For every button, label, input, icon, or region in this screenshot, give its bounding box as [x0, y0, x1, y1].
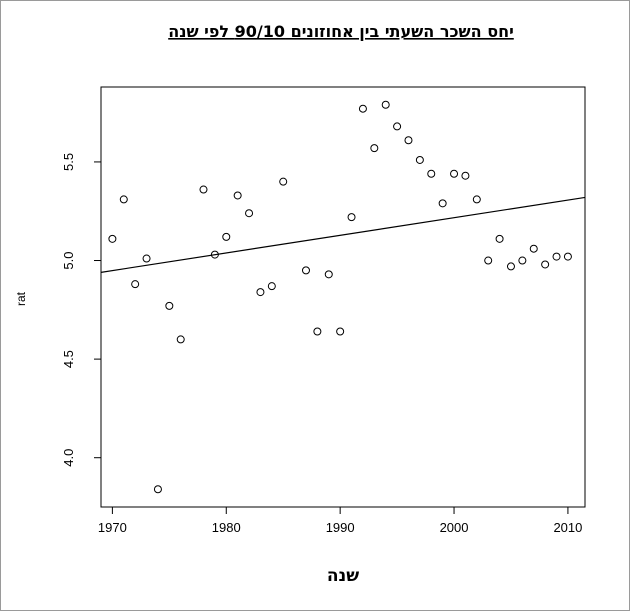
data-point [120, 196, 127, 203]
data-point [507, 263, 514, 270]
y-axis-label: rat [14, 291, 28, 306]
data-point [280, 178, 287, 185]
x-tick-label: 1990 [326, 520, 355, 535]
data-point [359, 105, 366, 112]
data-point [462, 172, 469, 179]
data-point [530, 245, 537, 252]
plot-box [101, 87, 585, 507]
data-point [485, 257, 492, 264]
x-tick-label: 2000 [440, 520, 469, 535]
data-point [154, 486, 161, 493]
regression-line [101, 197, 585, 272]
data-point [405, 137, 412, 144]
data-point [268, 283, 275, 290]
data-point [439, 200, 446, 207]
data-point [519, 257, 526, 264]
data-point [542, 261, 549, 268]
data-point [348, 214, 355, 221]
data-point [223, 233, 230, 240]
data-point [451, 170, 458, 177]
x-tick-label: 1980 [212, 520, 241, 535]
data-point [257, 289, 264, 296]
data-point [496, 235, 503, 242]
x-axis-label: שנה [327, 566, 359, 586]
data-point [177, 336, 184, 343]
data-point [337, 328, 344, 335]
y-axis: 4.0 4.5 5.0 5.5 [61, 153, 101, 467]
data-point [428, 170, 435, 177]
data-point [234, 192, 241, 199]
data-point [325, 271, 332, 278]
data-point [302, 267, 309, 274]
x-tick-label: 2010 [553, 520, 582, 535]
y-tick-label: 4.5 [61, 350, 76, 368]
data-points [109, 101, 572, 493]
x-tick-label: 1970 [98, 520, 127, 535]
data-point [132, 281, 139, 288]
regression-line-group [101, 197, 585, 272]
data-point [246, 210, 253, 217]
x-axis: 1970 1980 1990 2000 2010 [98, 507, 582, 535]
data-point [314, 328, 321, 335]
data-point [166, 302, 173, 309]
y-tick-label: 5.5 [61, 153, 76, 171]
data-point [200, 186, 207, 193]
data-point [394, 123, 401, 130]
data-point [564, 253, 571, 260]
y-tick-label: 4.0 [61, 449, 76, 467]
data-point [473, 196, 480, 203]
data-point [143, 255, 150, 262]
chart-title: יחס השכר השעתי בין אחוזונים 90/10 לפי שנ… [168, 22, 514, 41]
y-tick-label: 5.0 [61, 251, 76, 269]
data-point [553, 253, 560, 260]
data-point [371, 145, 378, 152]
data-point [416, 156, 423, 163]
data-point [382, 101, 389, 108]
data-point [109, 235, 116, 242]
